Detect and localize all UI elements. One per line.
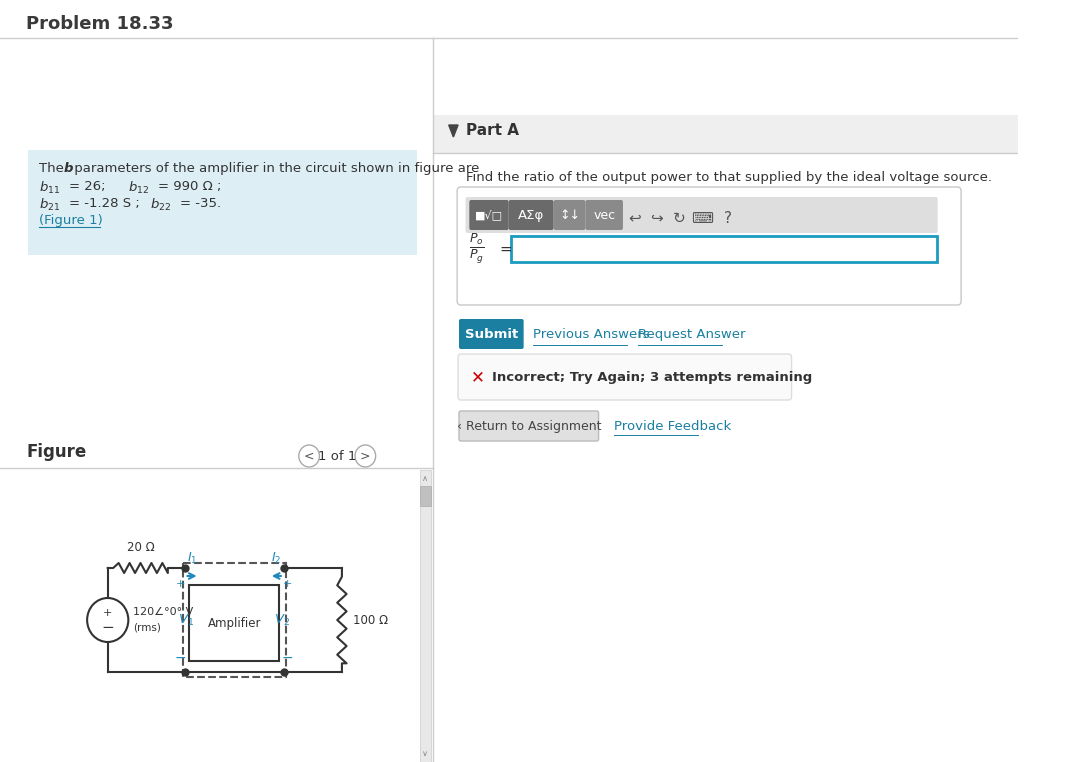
Text: Part A: Part A — [465, 123, 518, 138]
Text: ↕↓: ↕↓ — [559, 209, 580, 222]
Text: =: = — [499, 242, 512, 257]
Text: $V_1$: $V_1$ — [178, 613, 195, 628]
Text: $b_{21}$: $b_{21}$ — [39, 197, 61, 213]
Text: = -35.: = -35. — [179, 197, 221, 210]
Text: 1 of 1: 1 of 1 — [318, 450, 357, 463]
Text: AΣφ: AΣφ — [518, 209, 545, 222]
Text: 100 Ω: 100 Ω — [353, 613, 388, 626]
Text: Problem 18.33: Problem 18.33 — [26, 15, 174, 33]
Text: ↪: ↪ — [650, 210, 663, 226]
FancyBboxPatch shape — [459, 411, 599, 441]
Text: −: − — [175, 651, 187, 665]
Text: ?: ? — [724, 210, 732, 226]
Text: Figure: Figure — [26, 443, 87, 461]
FancyBboxPatch shape — [511, 236, 937, 262]
Text: $I_1$: $I_1$ — [187, 551, 197, 566]
Text: >: > — [360, 450, 371, 463]
Text: 20 Ω: 20 Ω — [127, 541, 154, 554]
FancyBboxPatch shape — [458, 187, 961, 305]
FancyBboxPatch shape — [28, 150, 416, 255]
Text: $b_{11}$: $b_{11}$ — [39, 180, 61, 196]
Text: ↻: ↻ — [673, 210, 686, 226]
Text: Find the ratio of the output power to that supplied by the ideal voltage source.: Find the ratio of the output power to th… — [465, 171, 991, 184]
Text: The: The — [39, 162, 68, 175]
Text: (Figure 1): (Figure 1) — [39, 214, 103, 227]
FancyBboxPatch shape — [553, 200, 586, 230]
Text: <: < — [304, 450, 314, 463]
Text: $\frac{P_o}{P_g}$: $\frac{P_o}{P_g}$ — [470, 232, 485, 266]
Text: vec: vec — [594, 209, 615, 222]
FancyBboxPatch shape — [465, 197, 938, 233]
Text: parameters of the amplifier in the circuit shown in figure are: parameters of the amplifier in the circu… — [71, 162, 479, 175]
Text: = 26;: = 26; — [70, 180, 105, 193]
Text: Incorrect; Try Again; 3 attempts remaining: Incorrect; Try Again; 3 attempts remaini… — [491, 370, 812, 383]
Text: = 990 Ω ;: = 990 Ω ; — [159, 180, 222, 193]
FancyBboxPatch shape — [420, 470, 430, 762]
Text: +: + — [176, 579, 186, 589]
Text: Submit: Submit — [465, 328, 518, 341]
FancyBboxPatch shape — [586, 200, 623, 230]
Text: ‹ Return to Assignment: ‹ Return to Assignment — [457, 420, 601, 433]
Text: ✕: ✕ — [471, 368, 485, 386]
Text: ∨: ∨ — [422, 750, 428, 758]
FancyBboxPatch shape — [458, 354, 791, 400]
Text: ■√□: ■√□ — [475, 210, 503, 220]
Text: $V_2$: $V_2$ — [274, 613, 290, 628]
Text: Previous Answers: Previous Answers — [533, 328, 650, 341]
FancyBboxPatch shape — [420, 486, 430, 506]
Text: (rms): (rms) — [133, 623, 161, 633]
Text: 120∠°0° V: 120∠°0° V — [133, 607, 193, 617]
Text: ⌨: ⌨ — [690, 210, 713, 226]
Text: −: − — [282, 651, 293, 665]
FancyBboxPatch shape — [509, 200, 553, 230]
Text: Request Answer: Request Answer — [638, 328, 746, 341]
Text: −: − — [101, 620, 114, 636]
Text: ↩: ↩ — [628, 210, 640, 226]
Text: $b_{22}$: $b_{22}$ — [150, 197, 171, 213]
FancyBboxPatch shape — [189, 585, 279, 661]
Text: Provide Feedback: Provide Feedback — [613, 420, 730, 433]
FancyBboxPatch shape — [433, 115, 1019, 153]
Text: +: + — [103, 608, 112, 618]
Text: +: + — [283, 579, 292, 589]
Text: ∧: ∧ — [422, 473, 428, 482]
FancyBboxPatch shape — [459, 319, 524, 349]
Text: b: b — [64, 162, 73, 175]
Text: $I_2$: $I_2$ — [271, 551, 282, 566]
Bar — [183, 563, 286, 677]
FancyBboxPatch shape — [470, 200, 509, 230]
Text: = -1.28 S ;: = -1.28 S ; — [70, 197, 140, 210]
Text: Amplifier: Amplifier — [208, 616, 261, 629]
Text: $b_{12}$: $b_{12}$ — [128, 180, 150, 196]
Polygon shape — [449, 125, 458, 137]
